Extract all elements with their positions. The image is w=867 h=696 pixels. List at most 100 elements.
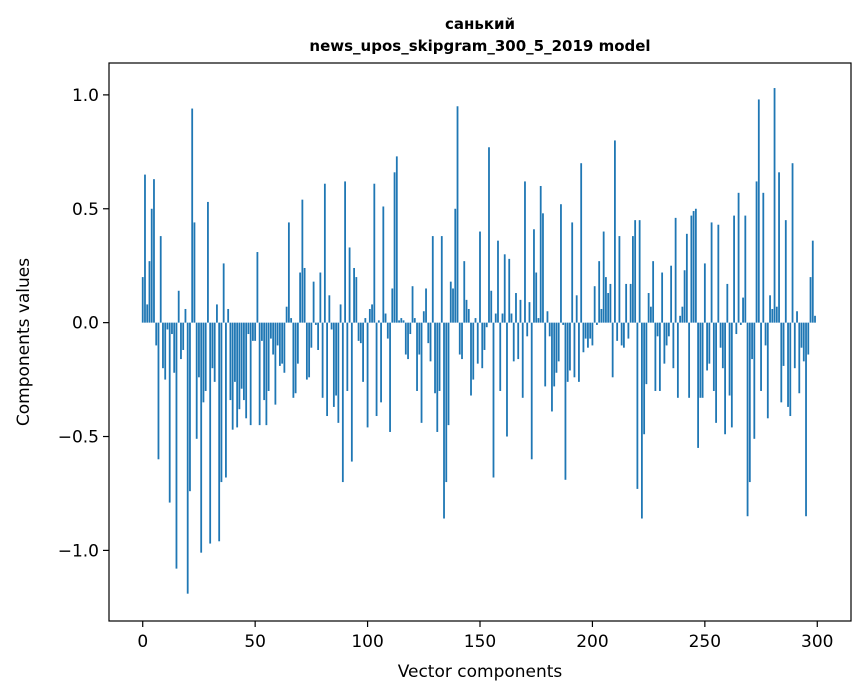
bar [719, 322, 722, 348]
bar [438, 322, 441, 391]
bar [706, 322, 708, 371]
bar [683, 270, 686, 323]
bar [728, 322, 731, 396]
x-tick-label: 150 [464, 632, 496, 652]
bar [366, 322, 369, 428]
bar [746, 322, 749, 517]
bar [256, 252, 259, 323]
bar [654, 322, 657, 391]
bar [310, 322, 313, 348]
bar [670, 265, 673, 323]
chart-subtitle: news_upos_skipgram_300_5_2019 model [309, 37, 650, 55]
bar [445, 322, 448, 483]
bar [519, 299, 522, 323]
bar [605, 277, 607, 323]
bar [488, 147, 490, 323]
bar [335, 322, 337, 396]
bar [479, 231, 481, 323]
x-tick-label: 250 [689, 632, 721, 652]
bar [535, 272, 538, 323]
bar [413, 318, 416, 323]
bar [501, 313, 504, 323]
bar [472, 322, 475, 380]
bar [171, 322, 173, 335]
bar [465, 299, 468, 323]
bar [368, 308, 371, 323]
bar [625, 283, 628, 323]
bar [326, 322, 328, 417]
bar [249, 322, 252, 426]
bar [153, 179, 155, 323]
bar [485, 322, 488, 328]
bar [766, 322, 769, 419]
bar [449, 281, 452, 323]
bar [303, 267, 306, 323]
bar [593, 286, 596, 323]
bar [809, 277, 812, 323]
bar [674, 217, 677, 323]
bar [775, 306, 778, 323]
bar [364, 318, 367, 323]
bar [323, 183, 326, 323]
bar [663, 322, 666, 364]
bar [692, 211, 695, 323]
bar [807, 322, 810, 355]
bar [258, 322, 261, 426]
x-tick-label: 300 [801, 632, 833, 652]
bar [220, 322, 223, 483]
bar [467, 308, 470, 323]
bar [609, 283, 612, 323]
bar [321, 322, 324, 398]
bar [263, 322, 266, 401]
bar [265, 322, 268, 426]
bar [506, 322, 508, 437]
bar [252, 322, 254, 341]
bar [764, 322, 767, 346]
bar [578, 322, 580, 382]
bar [789, 322, 792, 417]
bar [425, 288, 427, 323]
bar [802, 322, 805, 362]
bar [582, 322, 585, 353]
bar [721, 322, 724, 369]
bar [787, 322, 789, 407]
bar [148, 261, 151, 323]
bar [755, 181, 758, 323]
bar [548, 322, 551, 337]
bar [269, 322, 272, 339]
bar [470, 322, 472, 396]
bar [708, 322, 711, 364]
bar [796, 311, 798, 323]
bar [427, 322, 430, 344]
bar [312, 281, 315, 323]
bar [726, 283, 729, 323]
bar [499, 322, 502, 391]
bar [337, 322, 340, 423]
bar [229, 322, 232, 401]
bar [400, 318, 403, 323]
bar [418, 322, 421, 355]
x-tick-label: 0 [137, 632, 148, 652]
bar [436, 322, 439, 432]
bar [679, 315, 682, 323]
bar [681, 306, 684, 323]
bar [452, 288, 454, 323]
bar [634, 220, 637, 323]
bar [667, 322, 670, 337]
bar [350, 322, 353, 462]
bar [173, 322, 176, 373]
bar [508, 258, 511, 323]
bar [294, 322, 297, 394]
bar [474, 318, 477, 323]
bar [202, 322, 205, 403]
bar [296, 322, 299, 364]
bar [769, 295, 771, 323]
bar [386, 322, 389, 339]
plot-frame [108, 62, 852, 622]
bar [168, 322, 171, 503]
bar [571, 222, 574, 323]
bar [299, 272, 302, 323]
bar [688, 322, 691, 398]
bar [389, 322, 391, 432]
